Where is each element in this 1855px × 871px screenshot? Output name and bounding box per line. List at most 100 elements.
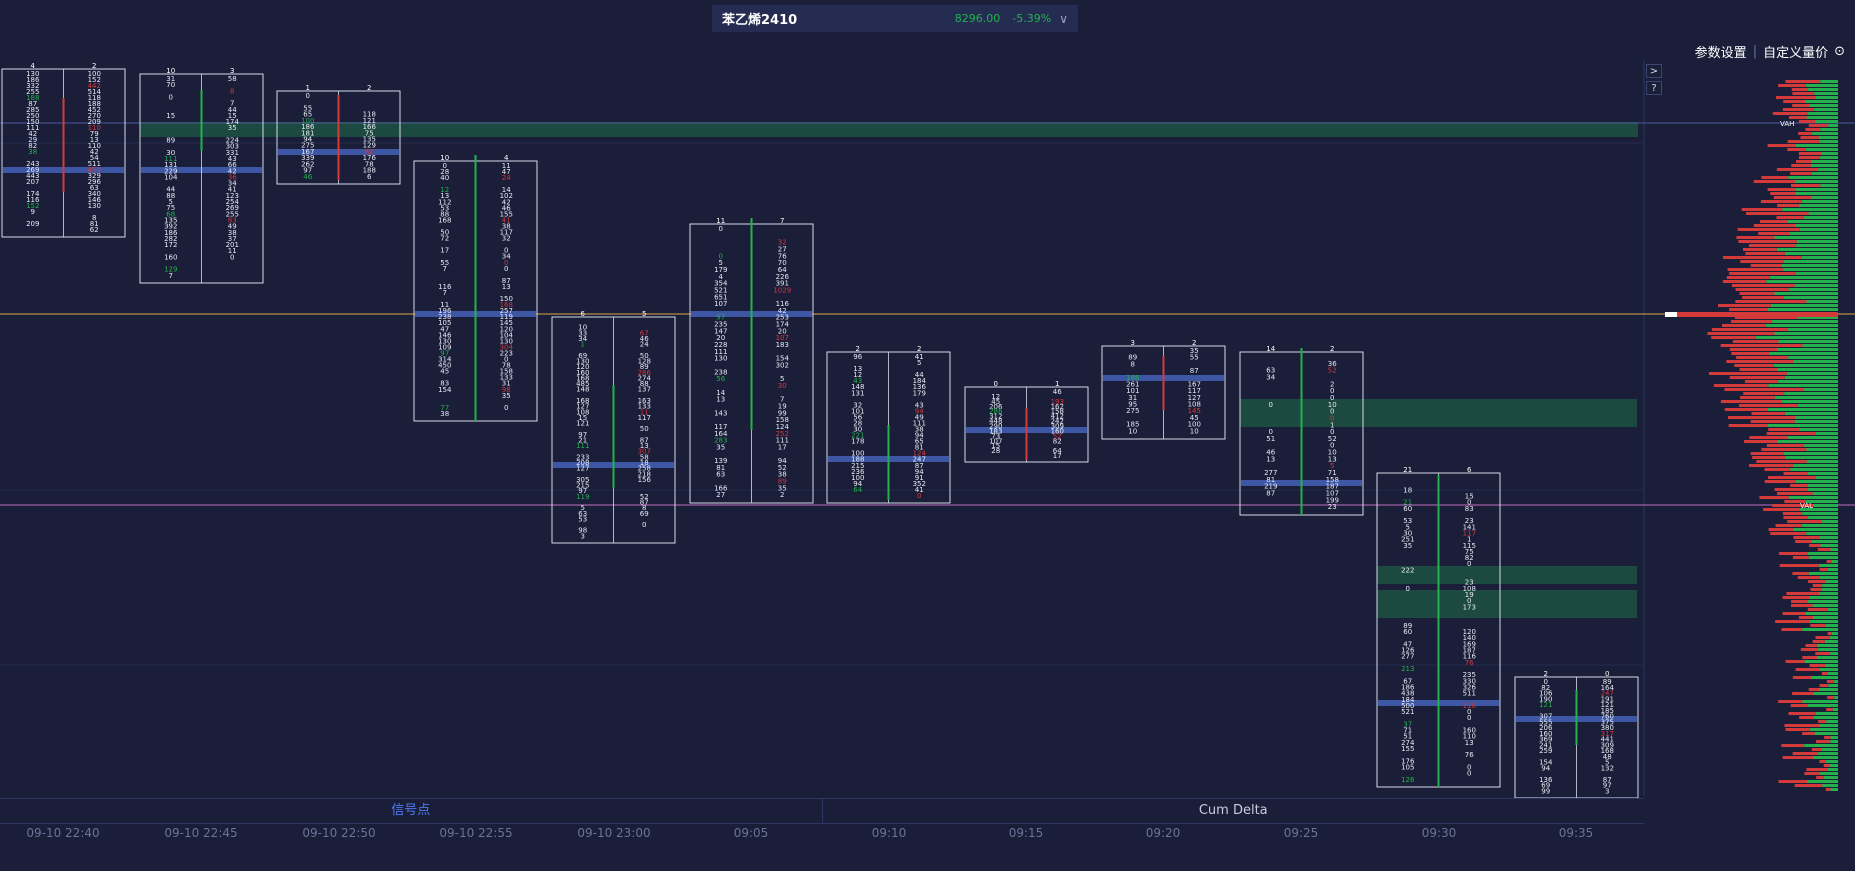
- buy-volume: 83: [1465, 505, 1474, 513]
- sell-volume: 15: [166, 112, 175, 120]
- buy-volume: 340: [88, 190, 101, 198]
- profile-buy-bar: [1797, 316, 1838, 319]
- buy-volume: 296: [88, 178, 102, 186]
- sell-volume: 392: [164, 223, 177, 231]
- buy-volume: 14: [502, 186, 511, 194]
- buy-volume: 304: [500, 343, 514, 351]
- footprint-bar[interactable]: 10 33170015893011113122910444885756813539…: [139, 67, 264, 284]
- buy-volume: 309: [1051, 423, 1064, 431]
- sell-volume: 354: [714, 280, 728, 288]
- buy-volume: 100: [1188, 421, 1201, 429]
- buy-volume: 1: [1330, 421, 1334, 429]
- footprint-bar[interactable]: 4 213018633225518887285250150111422982382…: [1, 62, 126, 238]
- profile-sell-bar: [1812, 640, 1825, 643]
- buy-volume: 63: [90, 184, 99, 192]
- time-tick: 09:25: [1283, 826, 1319, 840]
- buy-volume: 218: [638, 470, 651, 478]
- buy-volume: 253: [776, 314, 789, 322]
- sell-volume: 45: [991, 398, 1000, 406]
- footprint-bar[interactable]: 0 112452062863124482901837310715284619316…: [964, 380, 1089, 463]
- profile-buy-bar: [1806, 116, 1838, 119]
- footprint-bar[interactable]: 3 289818626110131952751851035558716711712…: [1101, 339, 1226, 440]
- sell-volume: 521: [1401, 708, 1414, 716]
- chevron-down-icon[interactable]: ∨: [1059, 11, 1068, 26]
- profile-sell-bar: [1739, 292, 1775, 295]
- expand-button[interactable]: >: [1646, 64, 1662, 78]
- help-button[interactable]: ?: [1646, 81, 1662, 95]
- profile-sell-bar: [1750, 452, 1784, 455]
- sell-volume: 166: [714, 484, 728, 492]
- buy-volume: 6: [367, 173, 372, 181]
- sell-volume: 89: [166, 137, 175, 145]
- sell-volume: 131: [164, 161, 177, 169]
- target-icon[interactable]: ⊙: [1834, 44, 1845, 59]
- profile-sell-bar: [1726, 276, 1770, 279]
- profile-buy-bar: [1774, 292, 1838, 295]
- sell-volume: 164: [714, 430, 728, 438]
- buy-volume: 58: [640, 453, 649, 461]
- tab-signal-points[interactable]: 信号点: [391, 803, 431, 818]
- sell-volume: 44: [166, 186, 175, 194]
- profile-sell-bar: [1775, 620, 1810, 623]
- sell-volume: 312: [989, 413, 1002, 421]
- footprint-bar[interactable]: 14 26334005146132778121987365220010001052…: [1239, 345, 1364, 516]
- buy-volume: 158: [776, 416, 789, 424]
- profile-buy-bar: [1768, 384, 1838, 387]
- sell-volume: 10: [1128, 427, 1137, 435]
- buy-volume: 331: [226, 149, 239, 157]
- profile-sell-bar: [1778, 780, 1807, 783]
- sell-volume: 126: [1401, 776, 1415, 784]
- symbol-change: -5.39%: [1012, 12, 1052, 25]
- profile-buy-bar: [1774, 332, 1838, 335]
- buy-volume: 34: [502, 253, 511, 261]
- buy-volume: 511: [88, 160, 101, 168]
- footprint-bar[interactable]: 2 296131243148131321015628302211781001882…: [826, 345, 951, 504]
- value-zone: [1240, 399, 1637, 427]
- sell-volume: 277: [1401, 653, 1414, 661]
- footprint-bar[interactable]: 11 70051794354521651107972351472022811113…: [689, 217, 814, 504]
- sell-volume: 305: [576, 476, 589, 484]
- profile-buy-bar: [1831, 632, 1838, 635]
- custom-volume-price-button[interactable]: 自定义量价: [1763, 46, 1829, 61]
- profile-sell-bar: [1819, 684, 1829, 687]
- buy-volume: 87: [1603, 776, 1612, 784]
- buy-volume: 168: [1601, 747, 1614, 755]
- profile-buy-bar: [1820, 80, 1838, 83]
- tab-cum-delta[interactable]: Cum Delta: [821, 799, 1645, 823]
- profile-buy-bar: [1793, 464, 1838, 467]
- profile-sell-bar: [1761, 448, 1807, 451]
- profile-sell-bar: [1786, 592, 1820, 595]
- buy-volume: 117: [1463, 529, 1476, 537]
- profile-sell-bar: [1735, 288, 1789, 291]
- footprint-bar[interactable]: 6 510333416913012016016848514816812710815…: [551, 310, 676, 544]
- profile-buy-bar: [1810, 728, 1838, 731]
- symbol-selector[interactable]: 苯乙烯2410 8296.00 -5.39% ∨: [712, 5, 1078, 32]
- buy-volume: 176: [363, 154, 377, 162]
- sell-volume: 111: [714, 348, 727, 356]
- buy-volume: 141: [1463, 523, 1476, 531]
- profile-buy-bar: [1774, 236, 1838, 239]
- buy-volume: 111: [913, 419, 926, 427]
- profile-buy-bar: [1803, 444, 1838, 447]
- profile-buy-bar: [1800, 508, 1838, 511]
- profile-sell-bar: [1825, 788, 1831, 791]
- profile-buy-bar: [1820, 184, 1838, 187]
- buy-volume: 88: [640, 380, 649, 388]
- sell-volume: 213: [1401, 665, 1414, 673]
- profile-buy-bar: [1822, 584, 1838, 587]
- footprint-bar[interactable]: 10 40284012131125388168507217557116711196…: [413, 154, 538, 422]
- footprint-chart[interactable]: 4 213018633225518887285250150111422982382…: [0, 0, 1855, 800]
- footprint-bar[interactable]: 21 61821605353025135222089604712627721367…: [1376, 466, 1501, 788]
- sell-volume: 38: [28, 148, 37, 156]
- buy-volume: 10: [1328, 401, 1337, 409]
- footprint-bar[interactable]: 2 008210619012130755520616036924125915494…: [1514, 670, 1639, 799]
- sell-volume: 87: [28, 100, 37, 108]
- params-settings-button[interactable]: 参数设置: [1694, 46, 1747, 61]
- profile-buy-bar: [1821, 520, 1838, 523]
- buy-volume: 116: [1463, 653, 1477, 661]
- buy-volume: 511: [1463, 690, 1476, 698]
- buy-volume: 98: [502, 386, 511, 394]
- sell-volume: 274: [1401, 739, 1415, 747]
- bar-head-sell: 21: [1403, 466, 1412, 474]
